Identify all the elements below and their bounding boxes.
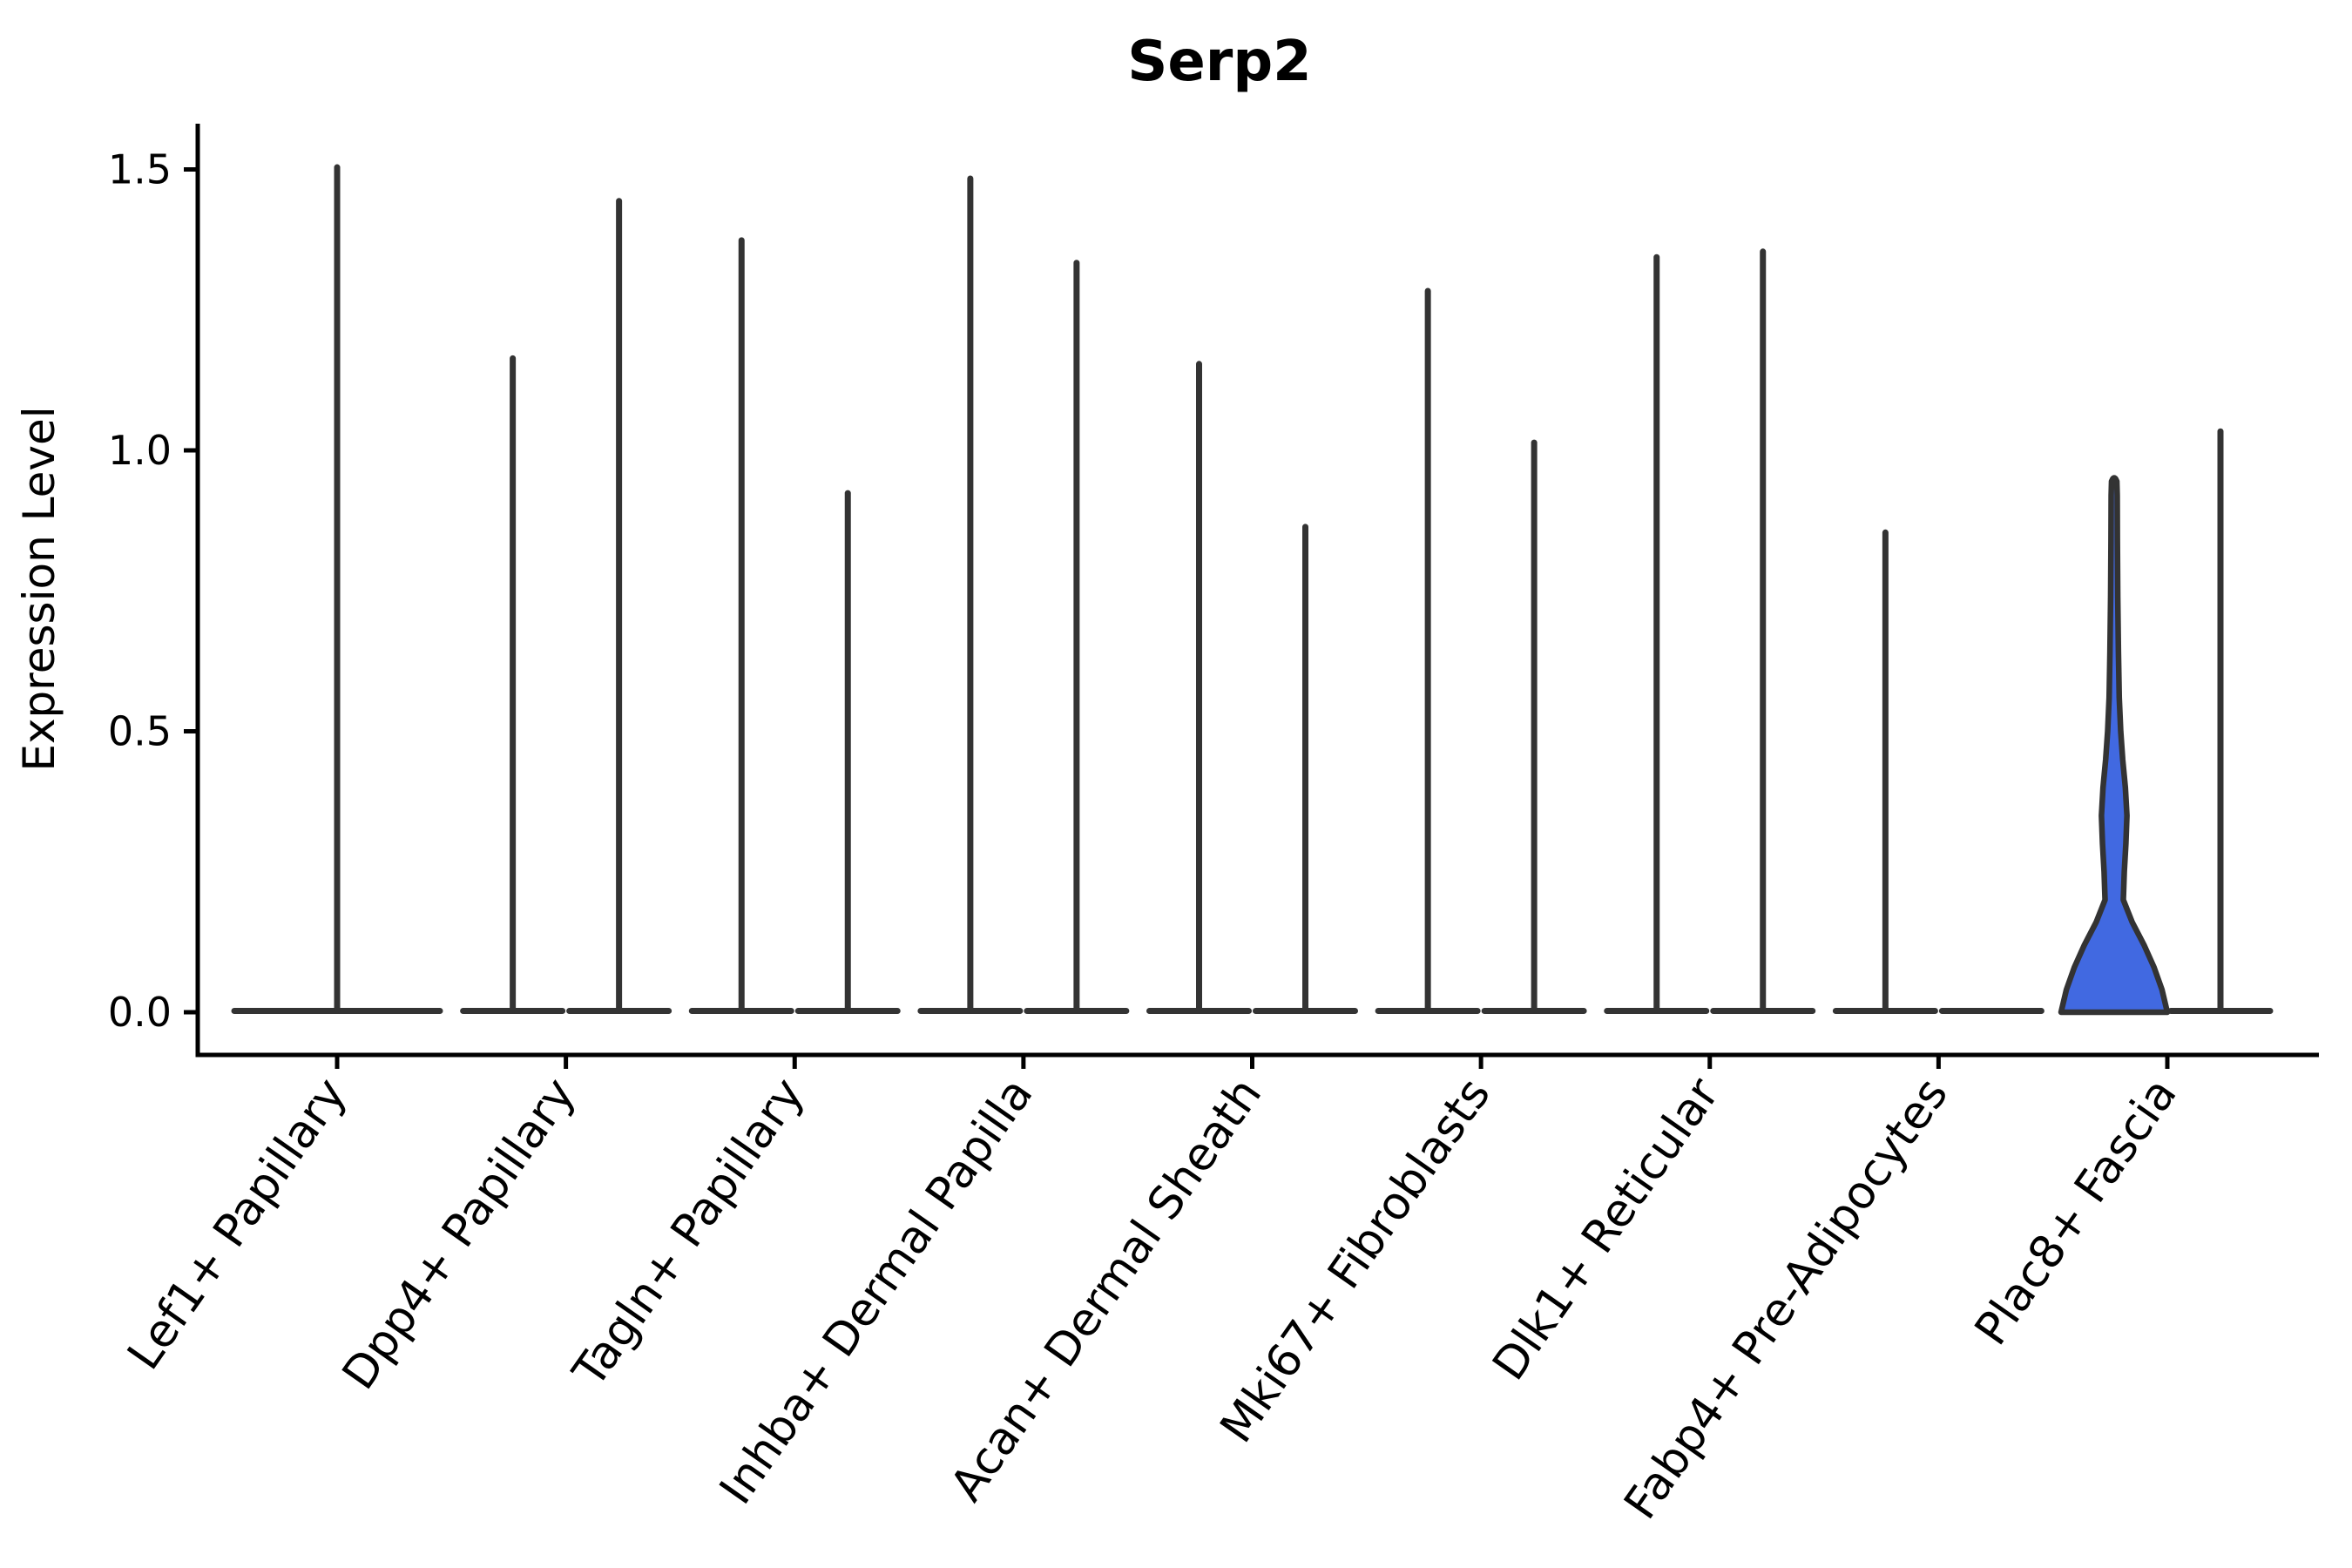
y-tick-label: 0.5: [108, 708, 172, 755]
y-axis-label: Expression Level: [14, 406, 64, 771]
axes: [195, 124, 2319, 1058]
y-tick-group: 0.0 0.5 1.0 1.5: [108, 146, 198, 1036]
x-tick-label: Dlk1+ Reticular: [1483, 1069, 1729, 1390]
violin-group: [231, 164, 2274, 1016]
y-tick-label: 1.0: [108, 427, 172, 474]
x-tick-label: Lef1+ Papillary: [118, 1069, 356, 1379]
x-tick-label: Tagln+ Papillary: [563, 1069, 814, 1397]
chart-title: Serp2: [1127, 30, 1311, 94]
x-tick-label: Dpp4+ Papillary: [333, 1069, 585, 1399]
y-tick-label: 1.5: [108, 146, 172, 193]
y-tick-label: 0.0: [108, 989, 172, 1036]
violin-body-filled: [2058, 475, 2171, 1016]
x-tick-label: Plac8+ Fascia: [1965, 1069, 2187, 1355]
x-tick-group: [335, 1055, 2170, 1069]
x-tick-label: Mki67+ Fibroblasts: [1211, 1069, 1501, 1452]
